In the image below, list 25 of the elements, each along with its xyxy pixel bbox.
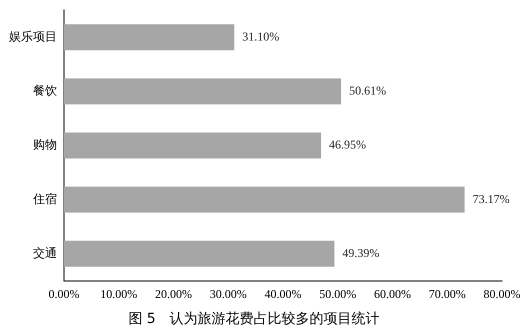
x-tick-label: 60.00% <box>374 287 411 302</box>
x-tick-label: 80.00% <box>484 287 520 302</box>
text: 图 5 认为旅游花费占比较多的项目统计 <box>128 311 380 328</box>
y-tick-label: 娱乐项目 <box>9 29 57 44</box>
y-tick-label: 餐饮 <box>33 84 57 98</box>
y-tick-label: 住宿 <box>32 192 57 206</box>
bar <box>64 240 334 267</box>
data-label: 31.10% <box>242 29 280 44</box>
data-label: 46.95% <box>329 138 366 152</box>
x-tick-label: 40.00% <box>264 287 302 302</box>
x-tick-label: 20.00% <box>155 287 192 302</box>
y-tick-label: 交通 <box>33 246 57 260</box>
data-label: 73.17% <box>472 192 510 206</box>
bar <box>64 24 234 50</box>
x-tick-label: 50.00% <box>319 287 356 302</box>
bar <box>64 132 322 158</box>
x-tick-label: 70.00% <box>428 287 466 302</box>
x-tick-label: 0.00% <box>48 287 80 302</box>
data-label: 50.61% <box>349 84 386 98</box>
x-tick-label: 30.00% <box>210 287 247 302</box>
data-label: 49.39% <box>342 246 380 260</box>
bar <box>64 186 465 213</box>
y-tick-label: 购物 <box>33 138 57 152</box>
x-tick-label: 10.00% <box>100 287 138 302</box>
bar <box>64 78 342 104</box>
